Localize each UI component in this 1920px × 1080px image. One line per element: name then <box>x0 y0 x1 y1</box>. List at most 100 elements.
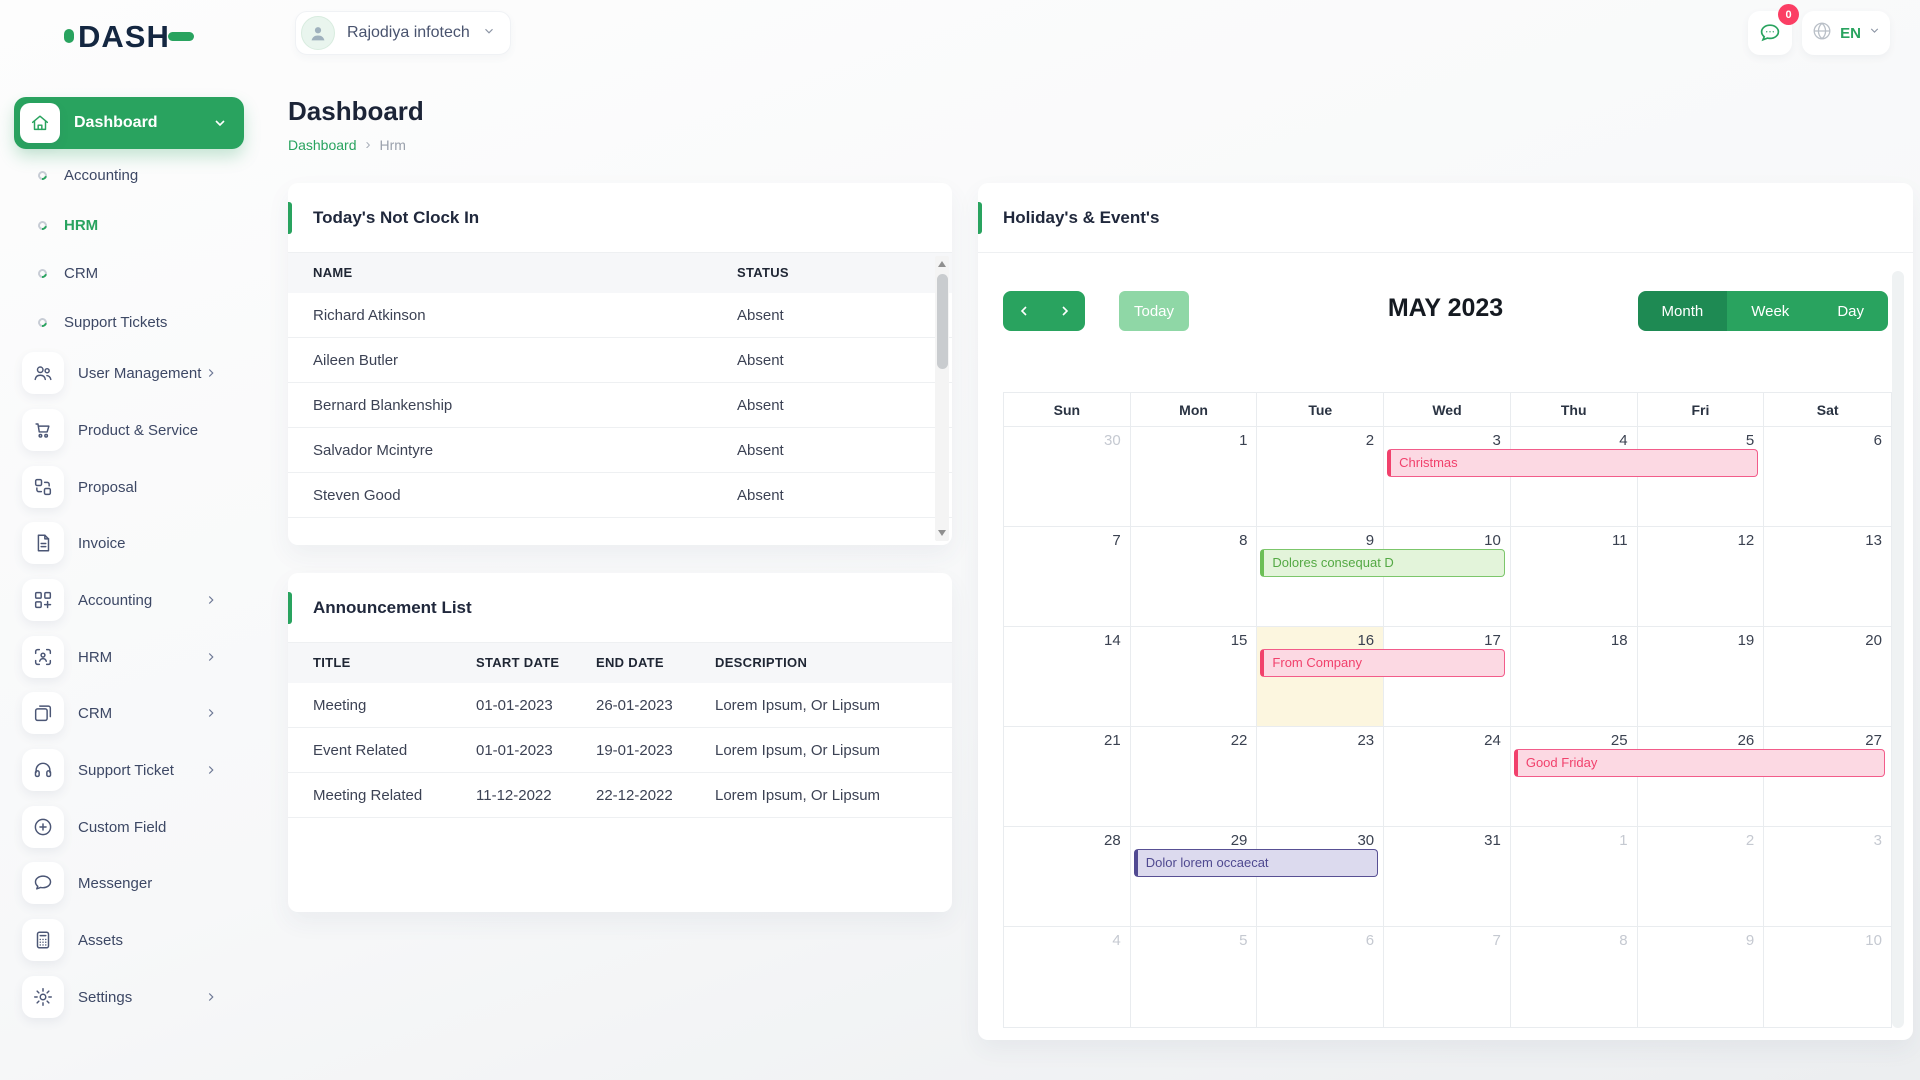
calendar-day-cell-28[interactable]: 28 <box>1004 827 1131 927</box>
messages-button[interactable]: 0 <box>1748 4 1799 55</box>
calendar-day-cell-9-muted[interactable]: 9 <box>1638 927 1765 1027</box>
calendar-day-cell-4[interactable]: 4 <box>1510 427 1638 527</box>
sidebar-item-accounting[interactable]: Accounting <box>0 153 250 197</box>
calendar-day-cell-10[interactable]: 10 <box>1384 527 1511 627</box>
calendar-event-dolor-lorem-occaecat[interactable]: Dolor lorem occaecat <box>1133 849 1379 877</box>
calendar-day-cell-2[interactable]: 2 <box>1257 427 1385 527</box>
calendar-day-cell-20[interactable]: 20 <box>1764 627 1891 727</box>
calendar-day-cell-3-muted[interactable]: 3 <box>1764 827 1891 927</box>
bullet-icon <box>36 266 49 280</box>
view-week-button[interactable]: Week <box>1727 291 1814 331</box>
sidebar-item-custom-field[interactable]: Custom Field <box>0 805 250 849</box>
sidebar-item-invoice[interactable]: Invoice <box>0 521 250 565</box>
view-day-button[interactable]: Day <box>1813 291 1888 331</box>
sidebar-item-assets[interactable]: Assets <box>0 918 250 962</box>
sidebar-item-label: Invoice <box>78 534 126 552</box>
app-logo[interactable]: DASH <box>64 16 194 56</box>
clockin-table-row: Bernard Blankenship Absent <box>288 383 952 428</box>
calendar-day-cell-18[interactable]: 18 <box>1510 627 1638 727</box>
calendar-event-christmas[interactable]: Christmas <box>1387 449 1759 477</box>
sidebar-item-label: Product & Service <box>78 421 199 439</box>
sidebar-item-hrm[interactable]: HRM <box>0 203 250 247</box>
calendar-day-cell-7-muted[interactable]: 7 <box>1384 927 1511 1027</box>
calendar-scrollbar[interactable] <box>1892 271 1904 1028</box>
scrollbar-thumb[interactable] <box>936 274 948 369</box>
language-selector[interactable]: EN <box>1802 11 1890 55</box>
sidebar-item-messenger[interactable]: Messenger <box>0 861 250 905</box>
calendar-grid: Sun Mon Tue Wed Thu Fri Sat 30 1 2 3 4 5 6 7 8 9 10 11 12 13… <box>1003 392 1892 1028</box>
calendar-day-cell-14[interactable]: 14 <box>1004 627 1131 727</box>
calendar-day-cell-2-muted[interactable]: 2 <box>1637 827 1765 927</box>
calendar-event-from-company[interactable]: From Company <box>1260 649 1505 677</box>
calendar-day-cell-12[interactable]: 12 <box>1637 527 1765 627</box>
calendar-month-title: MAY 2023 <box>1387 294 1504 322</box>
sidebar-item-dashboard[interactable]: Dashboard <box>14 97 244 149</box>
calendar-day-cell-23[interactable]: 23 <box>1257 727 1385 827</box>
cell-description: Lorem Ipsum, Or Lipsum <box>715 697 881 714</box>
calendar-day-cell-9[interactable]: 9 <box>1257 527 1385 627</box>
calendar-day-cell-6-muted[interactable]: 6 <box>1257 927 1385 1027</box>
sidebar-item-accounting[interactable]: Accounting <box>0 578 250 622</box>
calendar-day-cell-10-muted[interactable]: 10 <box>1865 932 1882 949</box>
calendar-day-cell-1-muted[interactable]: 1 <box>1510 827 1638 927</box>
sidebar-item-label: Messenger <box>78 874 153 892</box>
calendar-day-cell-27[interactable]: 27 <box>1764 727 1891 827</box>
calendar-day-cell-6[interactable]: 6 <box>1764 427 1891 527</box>
calendar-day-cell-11[interactable]: 11 <box>1510 527 1638 627</box>
sidebar-item-support-ticket[interactable]: Support Ticket <box>0 748 250 792</box>
calendar-day-cell-3[interactable]: 3 <box>1384 427 1511 527</box>
calendar-event-dolores-consequat-d[interactable]: Dolores consequat D <box>1260 549 1505 577</box>
sidebar-item-hrm[interactable]: HRM <box>0 635 250 679</box>
prev-month-button[interactable] <box>1003 291 1044 331</box>
table-scrollbar[interactable] <box>935 256 949 541</box>
calendar-day-cell-8[interactable]: 8 <box>1130 527 1258 627</box>
sidebar-item-label: Settings <box>78 988 133 1006</box>
cell-status: Absent <box>737 307 784 324</box>
scroll-up-icon[interactable] <box>938 261 946 267</box>
calendar-day-cell-29[interactable]: 29 <box>1130 827 1258 927</box>
calendar-day-cell-19[interactable]: 19 <box>1637 627 1765 727</box>
cell-title: Meeting <box>313 697 367 714</box>
column-header-start-date: START DATE <box>476 655 560 670</box>
cell-title: Meeting Related <box>313 787 423 804</box>
sidebar-item-settings[interactable]: Settings <box>0 975 250 1019</box>
sidebar-item-label: Proposal <box>78 478 138 496</box>
company-dropdown[interactable]: Rajodiya infotech <box>295 11 511 55</box>
sidebar-item-crm[interactable]: CRM <box>0 251 250 295</box>
calendar-day-cell-5[interactable]: 5 <box>1637 427 1765 527</box>
breadcrumb-dashboard-link[interactable]: Dashboard <box>288 136 357 153</box>
next-month-button[interactable] <box>1044 291 1085 331</box>
calendar-day-cell-17[interactable]: 17 <box>1384 627 1511 727</box>
today-button[interactable]: Today <box>1119 291 1189 331</box>
calendar-day-cell-24[interactable]: 24 <box>1384 727 1511 827</box>
plus-circle-icon <box>22 806 64 848</box>
calendar-view-switcher: Month Week Day <box>1637 291 1888 331</box>
view-month-button[interactable]: Month <box>1637 291 1728 331</box>
calendar-day-cell-4-muted[interactable]: 4 <box>1004 927 1131 1027</box>
calendar-day-cell-5-muted[interactable]: 5 <box>1131 927 1258 1027</box>
calendar-day-cell-30[interactable]: 30 <box>1257 827 1385 927</box>
calendar-day-cell-25[interactable]: 25 <box>1510 727 1638 827</box>
calendar-day-cell-21[interactable]: 21 <box>1004 727 1131 827</box>
calendar-event-good-friday[interactable]: Good Friday <box>1513 749 1885 777</box>
sidebar-item-user-management[interactable]: User Management <box>0 351 250 395</box>
sidebar-item-product-and-service[interactable]: Product & Service <box>0 408 250 452</box>
sidebar-item-proposal[interactable]: Proposal <box>0 465 250 509</box>
cell-start-date: 01-01-2023 <box>476 697 553 714</box>
sidebar-item-crm[interactable]: CRM <box>0 691 250 735</box>
scroll-down-icon[interactable] <box>938 530 946 536</box>
calendar-day-cell-7[interactable]: 7 <box>1004 527 1131 627</box>
calendar-day-cell-31[interactable]: 31 <box>1384 827 1511 927</box>
cell-title: Event Related <box>313 742 408 759</box>
calendar-day-cell-16[interactable]: 16 <box>1257 627 1385 727</box>
calendar-day-cell-1[interactable]: 1 <box>1130 427 1258 527</box>
calendar-day-cell-22[interactable]: 22 <box>1130 727 1258 827</box>
page-title: Dashboard <box>288 96 424 126</box>
sidebar-item-support-tickets[interactable]: Support Tickets <box>0 300 250 344</box>
calendar-day-cell-15[interactable]: 15 <box>1130 627 1258 727</box>
calendar-day-cell-30-muted[interactable]: 30 <box>1004 427 1131 527</box>
calendar-day-cell-13[interactable]: 13 <box>1764 527 1891 627</box>
language-code: EN <box>1840 24 1861 42</box>
calendar-day-cell-26[interactable]: 26 <box>1637 727 1765 827</box>
calendar-day-cell-8-muted[interactable]: 8 <box>1511 927 1638 1027</box>
